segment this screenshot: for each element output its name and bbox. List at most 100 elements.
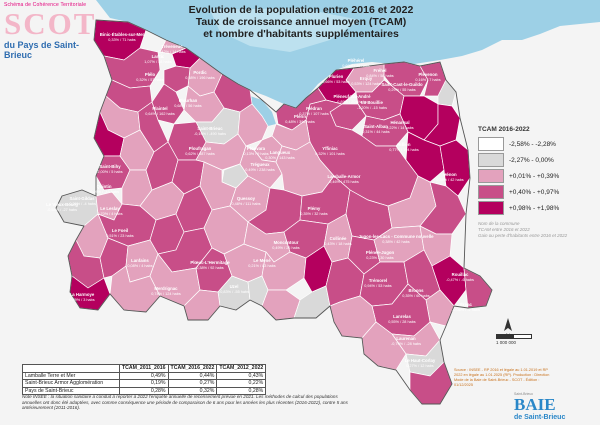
commune-name-label: Lanfains — [131, 258, 149, 263]
table-cell: 0,28% — [216, 386, 267, 395]
commune-value-label: 0,94% / 53 habs — [364, 284, 392, 288]
table-row: Saint-Brieuc Armor Agglomération 0,19% 0… — [22, 379, 267, 388]
title-line-1: Evolution de la population entre 2016 et… — [188, 4, 414, 16]
commune-name-label: Plœuc-L'Hermitage — [190, 260, 230, 265]
commune-name-label: Pléhérel — [348, 58, 365, 63]
legend-note: TCAM entre 2016 et 2022 — [478, 227, 530, 232]
scot-outline — [55, 19, 493, 405]
commune-value-label: 0,38% / 42 habs — [382, 240, 410, 244]
table-cell: Lamballe Terre et Mer — [22, 371, 120, 380]
north-arrow-icon — [504, 318, 512, 331]
commune-name-label: Binic-Étables-sur-Mer — [100, 32, 145, 37]
commune-name-label: Trégueux — [250, 162, 270, 167]
commune-name-label: Plérin — [294, 114, 306, 119]
commune-value-label: 0,69% / 29 habs — [342, 64, 370, 68]
commune-value-label: 0,16% / 7 habs — [415, 78, 440, 82]
commune-value-label: -1,20% / -15 habs — [357, 106, 387, 110]
commune-name-label: Le Mené — [253, 258, 271, 263]
commune-name-label: Plouvara — [247, 146, 266, 151]
commune-value-label: -0,58% / -27 habs — [47, 208, 77, 212]
commune-value-label: 0,35% / 60 habs — [402, 294, 430, 298]
legend-swatch — [478, 153, 504, 167]
legend-swatch — [478, 185, 504, 199]
legend-swatch — [478, 137, 504, 151]
table-cell: 0,19% — [119, 379, 169, 388]
commune-value-label: -0,83% / -55 habs — [219, 290, 249, 294]
commune-value-label: 0,29% / 55 habs — [388, 88, 416, 92]
communes — [55, 19, 493, 405]
baie-logo-top: Saint-Brieuc — [514, 392, 534, 396]
legend-notes: Nom de la commune TCAM entre 2016 et 202… — [478, 221, 584, 239]
legend-label: +0,40% - +0,97% — [509, 188, 560, 196]
table-cell: 0,27% — [167, 379, 218, 388]
scale-label: 1 000 000 — [496, 340, 517, 345]
commune-value-label: -0,79% / -28 habs — [391, 342, 421, 346]
commune-value-label: 0,43% / 18 habs — [324, 242, 352, 246]
commune-name-label: Rouillac — [452, 272, 469, 277]
commune-name-label: Saint-Gildas — [69, 196, 95, 201]
commune-value-label: 0,53% / 124 habs — [351, 82, 381, 86]
commune-name-label: Saint-Bihy — [99, 164, 121, 169]
commune-value-label: 0,46% / 475 habs — [329, 180, 359, 184]
commune-name-label: Trémorel — [369, 278, 387, 283]
commune-value-label: 2,00% / 5 habs — [97, 170, 122, 174]
commune-name-label: Plémy — [308, 206, 321, 211]
commune-name-label: Langueux — [270, 150, 291, 155]
commune-value-label: 0,77% / 194 habs — [389, 148, 419, 152]
sea-shade — [210, 8, 360, 52]
baie-logo-name: BAIE — [514, 395, 556, 414]
commune-name-label: Pléneuf-Val-André — [333, 94, 371, 99]
commune-value-label: 0,37% / 107 habs — [299, 112, 329, 116]
commune-value-label: 0,48% / 111 habs — [232, 202, 261, 206]
commune-name-label: Plédran — [306, 106, 322, 111]
commune-name-label: Hénon — [443, 172, 457, 177]
commune-name-label: Le Vieux-Bourg — [46, 202, 78, 207]
commune-name-label: Plaintel — [152, 106, 167, 111]
commune-value-label: 0,58% / 196 habs — [185, 76, 215, 80]
logo-tagline: Schéma de Cohérence Territoriale — [4, 2, 87, 8]
legend-label: -2,27% - 0,00% — [509, 156, 554, 164]
commune-value-label: 0,13% / 9 habs — [243, 152, 268, 156]
logo-name: SCOT — [4, 6, 97, 41]
table-row: Pays de Saint-Brieuc 0,28% 0,32% 0,28% — [22, 386, 267, 395]
legend-note: Gain ou perte d'habitants entre 2016 et … — [478, 233, 568, 238]
commune-name-label: Pordic — [193, 70, 207, 75]
commune-value-label: 0,89% / 3 habs — [69, 298, 94, 302]
commune-name-label: Broons — [408, 288, 424, 293]
legend-swatch — [478, 201, 504, 215]
legend-label: -2,58% - -2,28% — [509, 140, 556, 148]
scot-logo: Schéma de Cohérence Territoriale SCOT du… — [4, 2, 96, 70]
commune-value-label: 0,32% / 101 habs — [315, 152, 345, 156]
baie-logo-sub: de Saint-Brieuc — [514, 414, 566, 421]
commune-value-label: 0,89% / 204 habs — [337, 100, 367, 104]
commune-value-label: -0,19% / -490 habs — [194, 132, 226, 136]
scale-bar: 1 000 000 — [496, 334, 532, 345]
logo-subtitle: du Pays de Saint-Brieuc — [4, 40, 80, 60]
commune-name-label: Le Leslay — [100, 206, 120, 211]
commune-name-label: Merdrignac — [154, 286, 178, 291]
title-line-3: et nombre d'habitants supplémentaires — [203, 28, 399, 40]
commune-value-label: 0,23% / 30 habs — [366, 256, 394, 260]
commune-name-label: Yffiniac — [322, 146, 338, 151]
map-title: Evolution de la population entre 2016 et… — [166, 4, 436, 40]
legend-row: -2,58% - -2,28% — [478, 137, 584, 151]
commune-name-label: Saint-Alban — [364, 124, 388, 129]
commune-name-label: La Harmoye — [70, 292, 95, 297]
commune-name-label: Moncontour — [274, 240, 299, 245]
commune-name-label: Laurenan — [396, 336, 416, 341]
bay-inlet — [250, 96, 276, 126]
table-cell: Pays de Saint-Brieuc — [22, 386, 120, 395]
commune-name-label: Plénée-Jugon — [366, 250, 395, 255]
commune-value-label: 0,55% / 28 habs — [388, 320, 416, 324]
commune-value-label: 0,66% / 53 habs — [322, 80, 350, 84]
commune-value-label: 0,64% / 162 habs — [145, 112, 175, 116]
commune-value-label: 0,31% / 44 habs — [362, 130, 390, 134]
commune-value-label: 0,27% / 12 habs — [406, 364, 434, 368]
commune-value-label: 0,08% / 4 habs — [127, 264, 152, 268]
commune-name-label: Lamballe-Armor — [328, 174, 361, 179]
commune-value-label: 0,22% / 14 habs — [386, 126, 414, 130]
commune-name-label: La Bouillie — [361, 100, 383, 105]
commune-name-label: Quintin — [96, 184, 111, 189]
table-cell: 0,49% — [119, 371, 169, 380]
legend-row: +0,98% - +1,98% — [478, 201, 584, 215]
